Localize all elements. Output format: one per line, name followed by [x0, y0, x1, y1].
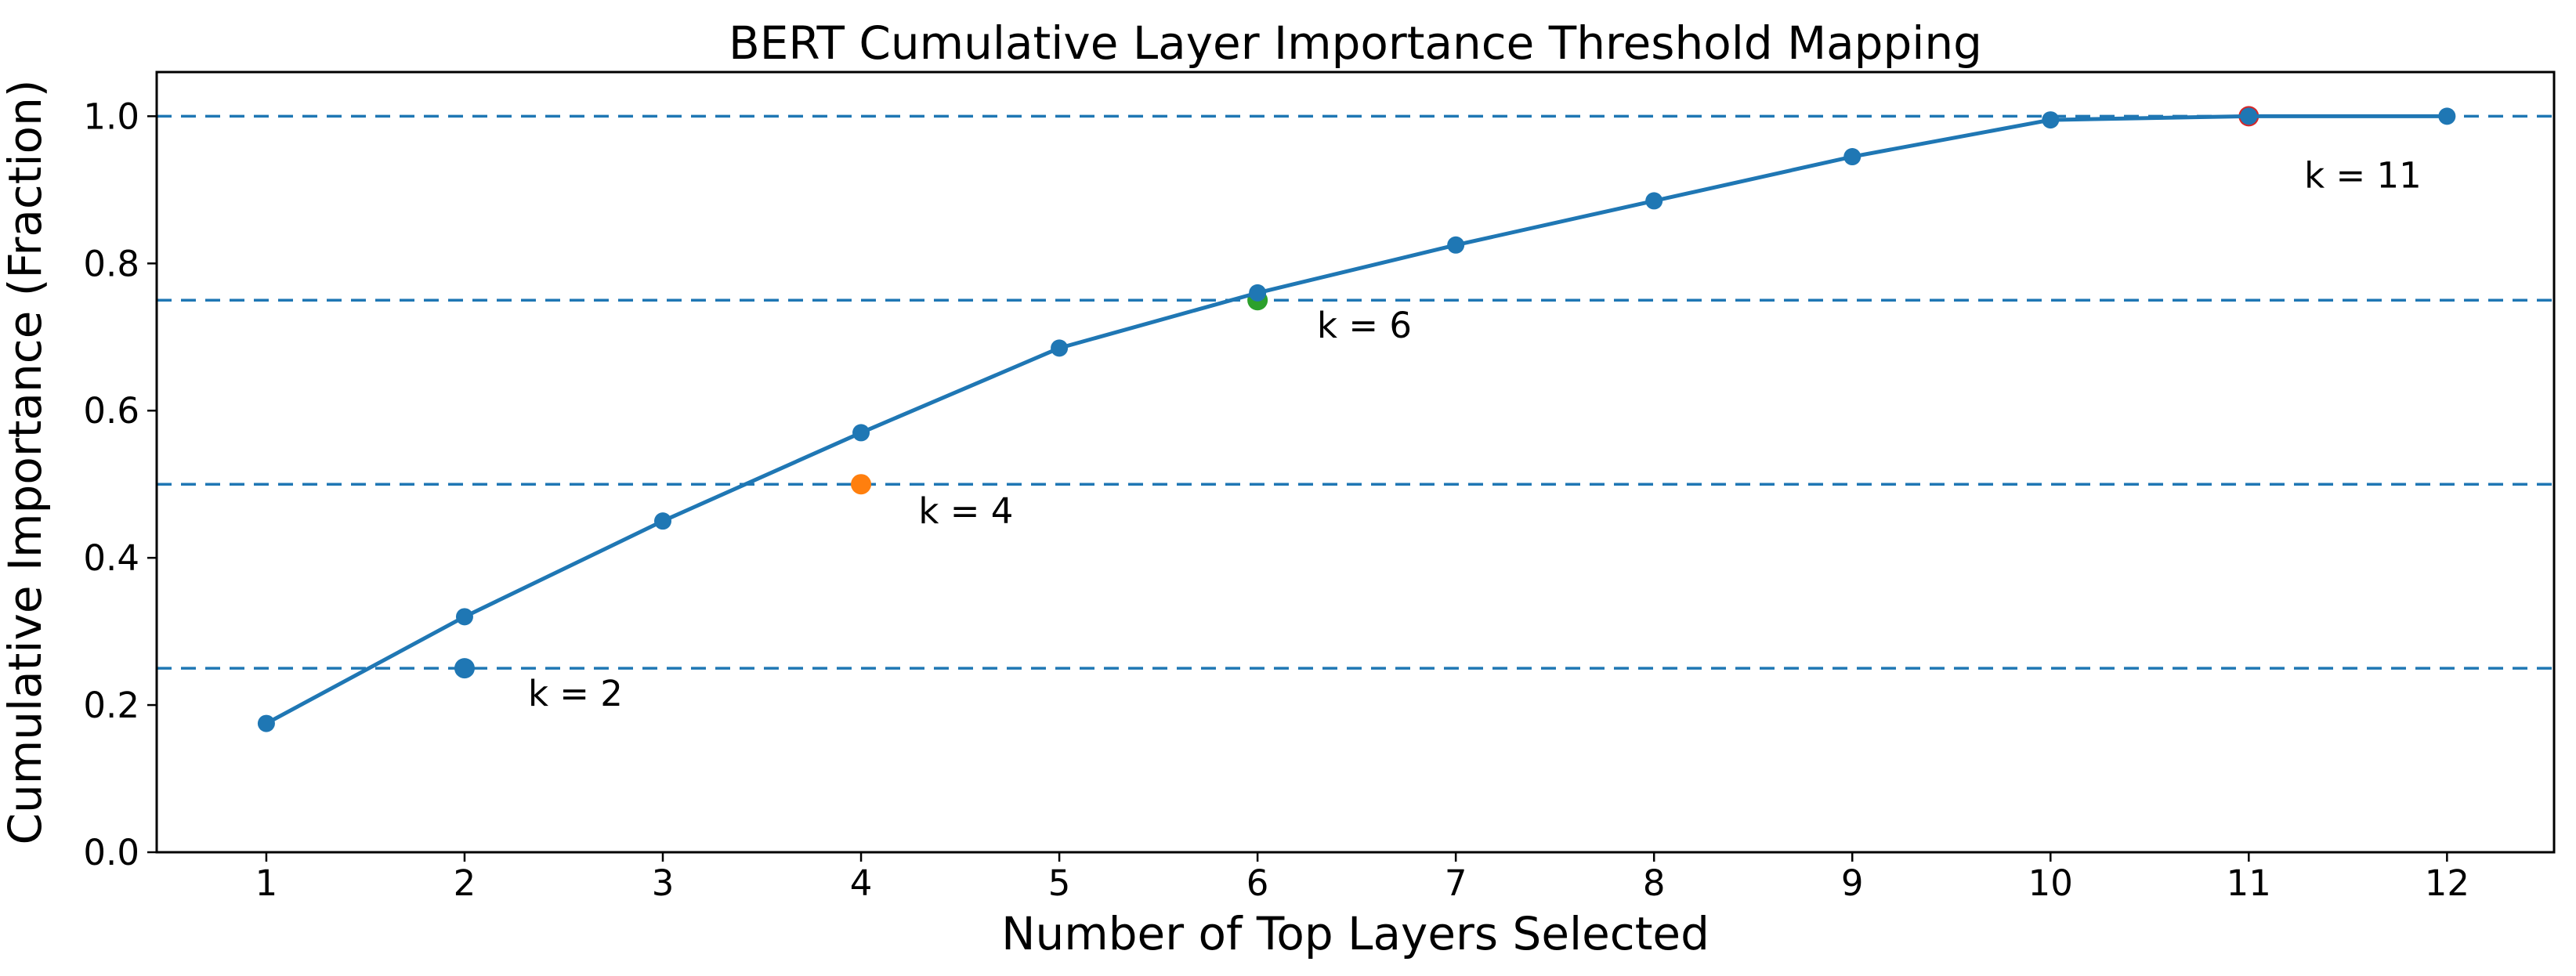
annotations-group: k = 2 k = 4 k = 6 k = 11: [528, 155, 2422, 714]
data-point: [654, 512, 672, 530]
data-point: [2240, 107, 2258, 125]
x-tick-label: 2: [454, 862, 476, 904]
x-tick-label: 1: [255, 862, 278, 904]
data-point: [1645, 192, 1663, 210]
x-tick-label: 7: [1445, 862, 1467, 904]
annotation-label: k = 2: [528, 673, 623, 714]
y-axis-label: Cumulative Importance (Fraction): [0, 79, 52, 844]
threshold-lines-group: [157, 114, 2554, 670]
chart-title: BERT Cumulative Layer Importance Thresho…: [729, 16, 1982, 70]
y-tick-label: 0.2: [83, 685, 139, 726]
data-point: [852, 424, 870, 442]
x-tick-label: 9: [1841, 862, 1864, 904]
data-point: [257, 714, 275, 732]
data-point: [455, 608, 473, 626]
threshold-marker: [454, 658, 475, 679]
x-tick-label: 11: [2227, 862, 2271, 904]
data-point: [2042, 111, 2060, 129]
x-tick-label: 8: [1643, 862, 1666, 904]
y-tick-label: 0.4: [83, 537, 139, 579]
plot-border: [155, 70, 2556, 854]
series-line: [264, 114, 2449, 726]
axis-ticks-group: 1 2 3 4 5 6 7 8 9 10 11 120.00.20.40.60.81.0: [83, 96, 2469, 904]
annotation-label: k = 11: [2304, 155, 2422, 197]
data-point: [1051, 339, 1069, 357]
x-tick-label: 12: [2425, 862, 2469, 904]
x-tick-label: 5: [1048, 862, 1071, 904]
y-tick-label: 0.6: [83, 390, 139, 432]
y-tick-label: 1.0: [83, 96, 139, 137]
x-axis-label: Number of Top Layers Selected: [1001, 907, 1709, 960]
threshold-marker: [851, 474, 872, 495]
x-tick-label: 3: [652, 862, 675, 904]
x-tick-label: 6: [1246, 862, 1269, 904]
data-point: [1843, 148, 1861, 166]
x-tick-label: 4: [850, 862, 873, 904]
data-point: [1249, 284, 1267, 302]
series-group: [257, 107, 2456, 732]
annotation-label: k = 4: [918, 490, 1013, 532]
threshold-markers-group: [454, 106, 2259, 679]
annotation-label: k = 6: [1317, 305, 1412, 346]
data-point: [1447, 236, 1465, 254]
y-tick-label: 0.0: [83, 832, 139, 873]
x-tick-label: 10: [2028, 862, 2073, 904]
y-tick-label: 0.8: [83, 243, 139, 284]
data-point: [2438, 107, 2456, 125]
